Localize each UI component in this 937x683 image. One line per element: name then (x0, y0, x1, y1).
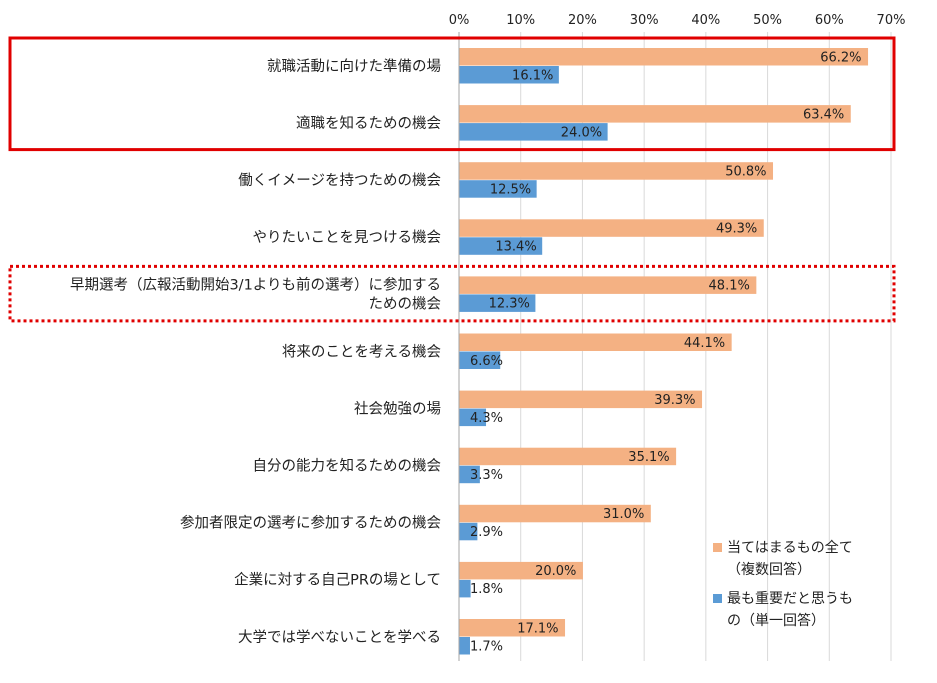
bar-single-answer (459, 123, 608, 141)
category-label: 企業に対する自己PRの場として (234, 571, 441, 589)
bar-multiple-answer (459, 504, 651, 523)
bar-single-answer (459, 522, 478, 541)
data-label: 12.3% (489, 297, 530, 312)
bar-single-answer (459, 637, 470, 655)
legend-label: 最も重要だと思うも (727, 591, 853, 607)
category-label: 就職活動に向けた準備の場 (267, 58, 441, 75)
legend-label: 当てはまるもの全て (727, 539, 853, 556)
data-label: 20.0% (535, 564, 576, 579)
data-label: 35.1% (628, 450, 669, 465)
bar-multiple-answer (459, 162, 774, 180)
data-label: 13.4% (495, 240, 536, 255)
data-label: 16.1% (512, 68, 553, 83)
x-tick-label: 10% (506, 13, 535, 28)
x-tick-label: 60% (815, 13, 844, 28)
data-label: 3.3% (470, 468, 503, 483)
bar-single-answer (459, 579, 471, 598)
bar-single-answer (459, 465, 480, 484)
data-label: 1.7% (470, 639, 503, 654)
category-label: 参加者限定の選考に参加するための機会 (180, 515, 441, 532)
category-label: 働くイメージを持つための機会 (238, 172, 441, 189)
data-label: 48.1% (709, 279, 750, 294)
category-label: 自分の能力を知るための機会 (253, 457, 442, 474)
category-label: 早期選考（広報活動開始3/1よりも前の選考）に参加する (70, 277, 441, 294)
bar-single-answer (459, 408, 487, 427)
category-label: 適職を知るための機会 (296, 114, 441, 132)
highlight-box-dotted (8, 264, 896, 323)
legend-swatch (713, 543, 722, 552)
data-label: 39.3% (654, 393, 695, 408)
bar-multiple-answer (459, 219, 764, 237)
data-label: 24.0% (561, 125, 602, 140)
highlight-boxes (8, 36, 896, 323)
bar-single-answer (459, 66, 559, 84)
highlight-box-solid (8, 36, 896, 152)
x-tick-label: 50% (753, 13, 782, 28)
data-labels: 66.2% 63.4% 50.8% 49.3% 48.1% 44.1% 39.3% 35.1%… (470, 50, 862, 654)
data-label: 63.4% (803, 107, 844, 122)
legend-label: （複数回答） (727, 561, 811, 578)
bar-multiple-answer (459, 561, 583, 580)
bar-multiple-answer (459, 333, 732, 351)
bar-single-answer (459, 294, 536, 312)
category-label: やりたいことを見つける機会 (253, 229, 442, 246)
category-label: 社会勉強の場 (354, 400, 441, 417)
x-tick-label: 30% (630, 13, 659, 28)
bar-single-answer (459, 180, 537, 198)
bar-multiple-answer (459, 447, 677, 466)
data-label: 17.1% (517, 621, 558, 636)
bars (459, 48, 869, 655)
x-tick-label: 0% (449, 13, 470, 28)
data-label: 66.2% (820, 50, 861, 65)
data-label: 50.8% (725, 164, 766, 179)
data-label: 1.8% (470, 582, 503, 597)
legend-label: の（単一回答） (727, 612, 825, 629)
bar-multiple-answer (459, 619, 566, 637)
data-label: 4.3% (470, 411, 503, 426)
x-tick-label: 20% (568, 13, 597, 28)
data-label: 12.5% (490, 182, 531, 197)
data-label: 44.1% (684, 336, 725, 351)
x-tick-label: 70% (877, 13, 906, 28)
data-label: 2.9% (470, 525, 503, 540)
legend-swatch (713, 594, 722, 603)
data-label: 31.0% (603, 507, 644, 522)
bar-single-answer (459, 237, 543, 255)
category-labels: 就職活動に向けた準備の場適職を知るための機会働くイメージを持つための機会やりたい… (70, 58, 441, 646)
category-label: ための機会 (369, 296, 442, 313)
category-label: 大学では学べないことを学べる (238, 629, 441, 646)
x-axis-ticks: 0% 10% 20% 30% 40% 50% 60% 70% (449, 13, 906, 28)
bar-multiple-answer (459, 390, 703, 409)
bar-multiple-answer (459, 48, 869, 66)
data-label: 6.6% (470, 354, 503, 369)
data-label: 49.3% (716, 222, 757, 237)
bar-multiple-answer (459, 105, 851, 123)
bar-single-answer (459, 351, 501, 369)
category-label: 将来のことを考える機会 (282, 343, 441, 360)
bar-multiple-answer (459, 276, 757, 294)
x-tick-label: 40% (691, 13, 720, 28)
